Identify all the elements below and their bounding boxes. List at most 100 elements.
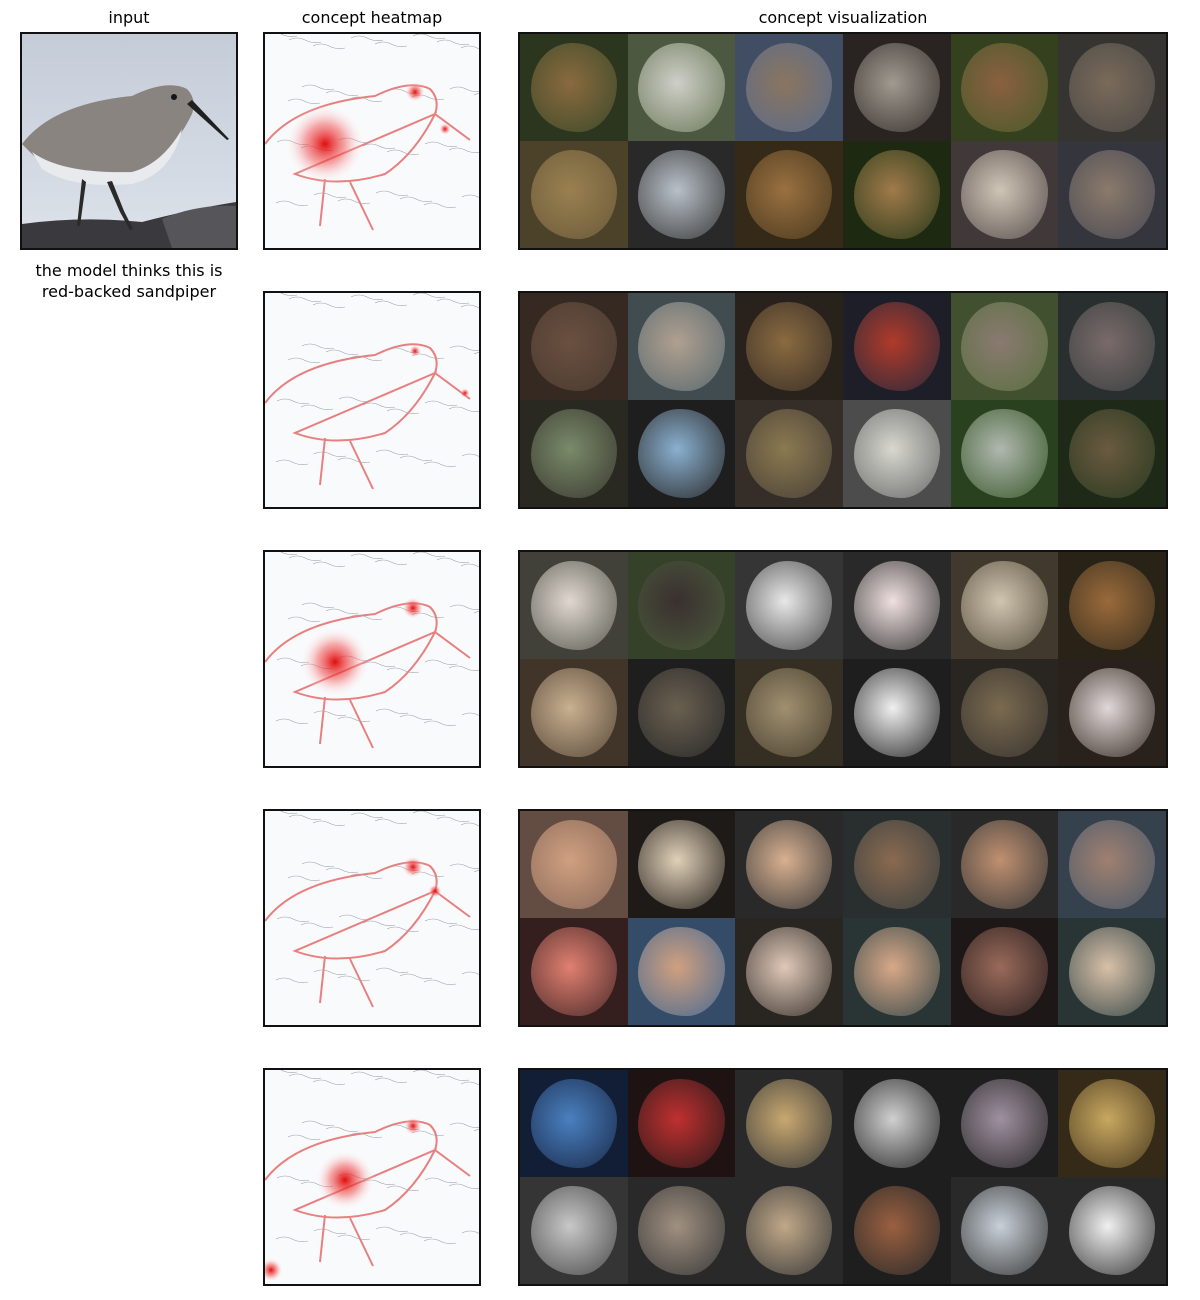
concept-example-tile: [1058, 918, 1166, 1025]
heat-hotspot: [409, 345, 421, 357]
concept-visualization-3: [518, 550, 1168, 768]
edge-texture: [275, 977, 309, 983]
edge-texture: [288, 555, 322, 561]
edge-texture: [275, 459, 309, 465]
edge-texture: [325, 90, 359, 96]
concept-example-tile: [1058, 1177, 1166, 1284]
edge-texture: [460, 1081, 479, 1086]
concept-example-tile: [520, 552, 628, 659]
edge-texture: [473, 870, 479, 873]
edge-texture: [424, 1177, 458, 1183]
tile-highlight-region: [961, 42, 1048, 133]
edge-texture: [287, 1134, 321, 1140]
edge-texture: [312, 1079, 346, 1085]
edge-texture: [265, 811, 298, 814]
edge-texture: [301, 602, 335, 608]
edge-texture: [460, 563, 479, 568]
edge-texture: [288, 814, 322, 820]
edge-texture: [276, 1175, 310, 1181]
edge-texture: [449, 604, 479, 610]
edge-texture: [399, 973, 433, 979]
heatmap-overlay: [265, 1070, 479, 1284]
concept-example-tile: [1058, 293, 1166, 400]
edge-texture: [287, 98, 321, 104]
edge-texture: [374, 818, 408, 824]
heatmap-overlay: [265, 293, 479, 507]
edge-texture: [312, 820, 346, 826]
edge-texture: [374, 300, 408, 306]
edge-texture: [349, 1132, 383, 1138]
tile-highlight-region: [1069, 42, 1156, 133]
bird-outline: [265, 602, 471, 749]
tile-highlight-region: [853, 1185, 940, 1276]
edge-texture: [265, 1070, 298, 1073]
edge-texture: [312, 302, 346, 308]
concept-example-tile: [843, 1177, 951, 1284]
concept-example-tile: [843, 918, 951, 1025]
edge-texture: [436, 298, 470, 304]
tile-highlight-region: [961, 1185, 1048, 1276]
heatmap-overlay: [265, 811, 479, 1025]
edge-texture: [399, 455, 433, 461]
concept-visualization-4: [518, 809, 1168, 1027]
tile-highlight-region: [638, 560, 725, 651]
tile-highlight-region: [1069, 560, 1156, 651]
edge-texture: [375, 1226, 409, 1232]
edge-texture: [412, 34, 446, 39]
edge-texture: [362, 143, 396, 149]
edge-texture: [448, 1183, 479, 1189]
edge-texture: [288, 37, 322, 43]
concept-example-tile: [1058, 34, 1166, 141]
edge-texture: [386, 1185, 420, 1191]
tile-highlight-region: [530, 819, 617, 910]
input-column-title: input: [108, 8, 150, 27]
edge-texture: [423, 1238, 457, 1244]
tile-highlight-region: [746, 1185, 833, 1276]
tile-highlight-region: [530, 301, 617, 392]
edge-texture: [424, 141, 458, 147]
edge-texture: [325, 1126, 359, 1132]
concept-example-tile: [520, 1070, 628, 1177]
tile-highlight-region: [746, 926, 833, 1017]
concept-example-tile: [627, 659, 736, 766]
concept-example-tile: [735, 1070, 843, 1177]
tile-highlight-region: [1069, 408, 1156, 499]
edge-texture: [423, 461, 457, 467]
concept-example-tile: [520, 400, 628, 507]
edge-texture: [386, 408, 420, 414]
edge-texture: [461, 453, 479, 457]
edge-texture: [460, 45, 479, 50]
edge-texture: [460, 822, 479, 827]
edge-texture: [313, 192, 347, 198]
edge-texture: [265, 552, 298, 555]
heat-hotspot: [428, 884, 442, 898]
edge-texture: [448, 406, 479, 412]
prediction-line-1: the model thinks this is: [35, 261, 223, 280]
tile-highlight-region: [530, 42, 617, 133]
concept-example-tile: [627, 1070, 736, 1177]
tile-highlight-region: [853, 667, 940, 758]
heat-hotspot: [285, 104, 365, 184]
bird-outline: [265, 1120, 471, 1267]
edge-texture: [436, 557, 470, 563]
concept-example-tile: [627, 293, 736, 400]
concept-example-tile: [627, 1177, 736, 1284]
bird-outline: [265, 343, 471, 490]
tile-highlight-region: [530, 408, 617, 499]
edge-texture: [350, 35, 384, 41]
tile-highlight-region: [1069, 1185, 1156, 1276]
edge-texture: [275, 1236, 309, 1242]
edge-texture: [436, 1075, 470, 1081]
edge-texture: [448, 147, 479, 153]
edge-texture: [386, 667, 420, 673]
sandpiper-photo: [22, 34, 236, 248]
tile-highlight-region: [961, 408, 1048, 499]
heat-hotspot: [265, 1258, 283, 1282]
heat-hotspot: [460, 388, 470, 398]
tile-highlight-region: [746, 42, 833, 133]
concept-example-tile: [1058, 141, 1166, 248]
heat-hotspot: [404, 1117, 422, 1135]
concept-example-tile: [843, 659, 951, 766]
edge-texture: [338, 914, 372, 920]
edge-texture: [449, 1122, 479, 1128]
